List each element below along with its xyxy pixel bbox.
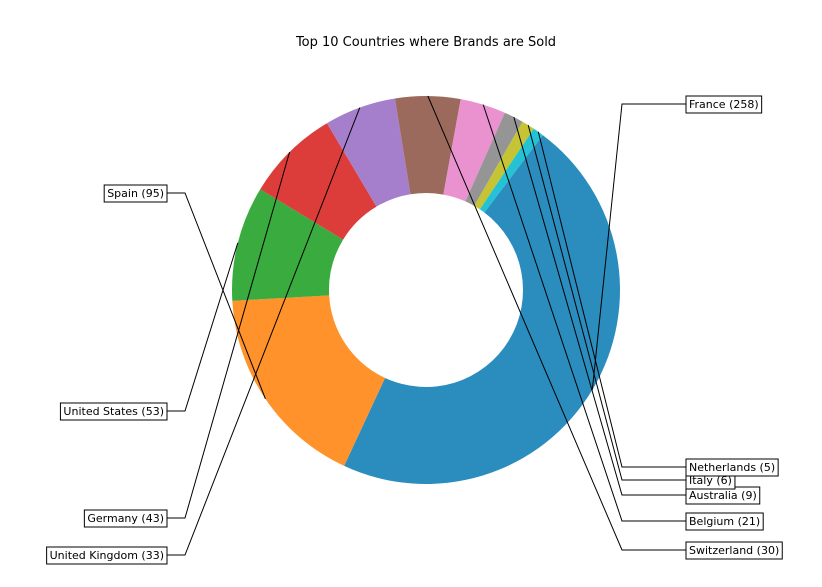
wedge-germany bbox=[260, 123, 377, 240]
slice-label: France (258) bbox=[685, 95, 763, 114]
label-text: Belgium (21) bbox=[689, 515, 760, 528]
slice-label: United States (53) bbox=[59, 402, 168, 421]
slice-label: Netherlands (5) bbox=[685, 458, 779, 477]
leader-line bbox=[167, 242, 239, 412]
slice-label: Germany (43) bbox=[83, 509, 168, 528]
donut-wedges bbox=[232, 96, 620, 485]
label-box bbox=[685, 512, 764, 531]
slice-label: Spain (95) bbox=[103, 184, 168, 203]
leader-line bbox=[591, 103, 686, 390]
leader-line bbox=[427, 95, 686, 551]
label-box bbox=[83, 509, 168, 528]
leader-line bbox=[513, 116, 686, 496]
wedge-spain bbox=[232, 295, 386, 466]
label-box bbox=[685, 541, 783, 560]
leader-line bbox=[167, 151, 291, 519]
label-box bbox=[103, 184, 168, 203]
wedge-united-states bbox=[232, 189, 344, 301]
leader-line bbox=[482, 104, 686, 522]
slice-label: Belgium (21) bbox=[685, 512, 764, 531]
wedge-netherlands bbox=[479, 128, 543, 213]
label-box bbox=[685, 458, 779, 477]
label-text: United States (53) bbox=[63, 405, 164, 418]
leader-line bbox=[537, 131, 686, 468]
label-text: Spain (95) bbox=[107, 187, 164, 200]
label-text: Germany (43) bbox=[87, 512, 164, 525]
wedge-france bbox=[344, 135, 620, 485]
slice-label: United Kingdom (33) bbox=[46, 546, 168, 565]
label-box bbox=[46, 546, 168, 565]
label-text: Australia (9) bbox=[689, 489, 757, 502]
label-text: United Kingdom (33) bbox=[50, 549, 164, 562]
slice-labels: France (258) Spain (95) United States (53)… bbox=[46, 95, 783, 565]
wedge-united-kingdom bbox=[326, 98, 411, 207]
leader-lines bbox=[167, 95, 686, 556]
chart-title: Top 10 Countries where Brands are Sold bbox=[295, 35, 556, 50]
wedge-australia bbox=[465, 112, 523, 206]
leader-line bbox=[167, 107, 361, 556]
label-box bbox=[685, 95, 763, 114]
leader-line bbox=[527, 124, 686, 481]
label-text: France (258) bbox=[689, 98, 759, 111]
slice-label: Switzerland (30) bbox=[685, 541, 783, 560]
slice-label: Australia (9) bbox=[685, 486, 761, 505]
label-text: Italy (6) bbox=[689, 474, 732, 487]
wedge-switzerland bbox=[394, 96, 461, 195]
label-text: Switzerland (30) bbox=[689, 544, 779, 557]
label-text: Netherlands (5) bbox=[689, 461, 775, 474]
label-box bbox=[59, 402, 168, 421]
